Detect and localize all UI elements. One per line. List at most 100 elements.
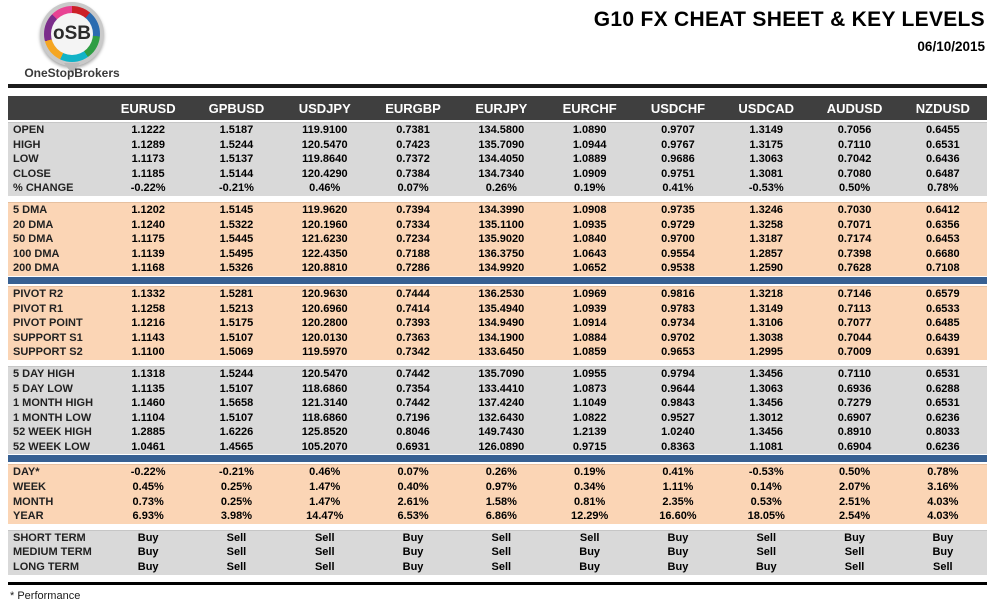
signal-cell: Buy: [579, 546, 601, 559]
value-cell: 0.9686: [661, 153, 695, 166]
section-divider: [8, 195, 987, 202]
table-row: PIVOT R2 1.1332 1.5281 120.9630 0.7444 136.25…: [8, 287, 987, 302]
value-cell: 0.9700: [661, 233, 695, 246]
value-cell: 0.7196: [396, 411, 430, 424]
value-cell: 132.6430: [478, 411, 525, 424]
value-cell: 135.4940: [478, 302, 525, 315]
value-cell: 0.7146: [837, 287, 872, 300]
value-cell: 0.6531: [926, 397, 960, 410]
column-header: EURJPY: [475, 100, 528, 116]
table-row: 100 DMA 1.1139 1.5495 122.4350 0.7188 136.375…: [8, 247, 987, 262]
value-cell: 6.53%: [397, 510, 429, 523]
value-cell: 0.7393: [396, 317, 430, 330]
row-label: SUPPORT S2: [13, 346, 83, 359]
row-label: OPEN: [13, 124, 45, 136]
table-row: DAY* -0.22% -0.21% 0.46% 0.07% 0.26% 0.19% 0.41…: [8, 465, 987, 480]
value-cell: 1.2590: [749, 262, 784, 275]
row-label: LONG TERM: [13, 561, 79, 574]
row-label: 1 MONTH LOW: [13, 411, 92, 424]
value-cell: 118.6860: [302, 411, 348, 424]
value-cell: 1.0955: [572, 367, 607, 380]
value-cell: 0.6904: [837, 440, 872, 453]
value-cell: -0.22%: [130, 466, 166, 479]
value-cell: 1.5244: [219, 138, 254, 151]
section-signals: SHORT TERM Buy Sell Sell Buy Sell Sell Buy Sell B…: [8, 529, 987, 575]
value-cell: 1.1460: [131, 397, 165, 410]
value-cell: 0.9653: [661, 346, 695, 359]
column-header: EURCHF: [562, 100, 617, 116]
table-row: 5 DAY HIGH 1.1318 1.5244 120.5470 0.7442 135.…: [8, 367, 987, 382]
row-label: 20 DMA: [13, 218, 54, 231]
value-cell: 0.7414: [396, 302, 430, 315]
value-cell: 0.26%: [485, 182, 517, 195]
signal-cell: Buy: [402, 561, 424, 574]
value-cell: 1.5107: [219, 382, 254, 395]
row-label: 52 WEEK LOW: [13, 440, 91, 453]
value-cell: 1.0884: [572, 331, 607, 344]
value-cell: 1.1143: [131, 331, 165, 344]
value-cell: 134.1900: [478, 331, 525, 344]
value-cell: 1.0643: [572, 247, 607, 260]
value-cell: 0.45%: [132, 481, 164, 494]
value-cell: 0.9715: [572, 440, 607, 453]
value-cell: 134.3990: [478, 203, 525, 216]
value-cell: 1.1081: [749, 440, 784, 453]
value-cell: 1.11%: [662, 481, 694, 494]
table-row: CLOSE 1.1185 1.5144 120.4290 0.7384 134.7340 1…: [8, 167, 987, 182]
value-cell: 0.7398: [837, 247, 872, 260]
value-cell: 0.6439: [926, 331, 960, 344]
value-cell: 0.7442: [396, 397, 430, 410]
value-cell: 1.3012: [749, 411, 784, 424]
value-cell: 1.5326: [219, 262, 254, 275]
signal-cell: Buy: [579, 561, 601, 574]
value-cell: 0.6236: [926, 440, 960, 453]
value-cell: 1.5658: [219, 397, 254, 410]
value-cell: 6.93%: [132, 510, 164, 523]
value-cell: 119.5970: [302, 346, 348, 359]
value-cell: 0.19%: [574, 466, 606, 479]
value-cell: -0.21%: [219, 466, 254, 479]
value-cell: -0.53%: [748, 182, 784, 195]
row-label: PIVOT R1: [13, 302, 64, 315]
logo-circle-icon: oSB: [40, 2, 104, 66]
value-cell: 149.7430: [478, 426, 525, 439]
value-cell: 0.7108: [926, 262, 960, 275]
value-cell: 0.9527: [661, 411, 695, 424]
value-cell: 134.5800: [478, 124, 525, 136]
value-cell: 133.6450: [478, 346, 525, 359]
table-row: LONG TERM Buy Sell Sell Buy Sell Buy Buy Buy Sell…: [8, 560, 987, 575]
value-cell: 0.6453: [926, 233, 960, 246]
value-cell: 0.7188: [396, 247, 430, 260]
value-cell: 1.0935: [572, 218, 607, 231]
signal-cell: Buy: [137, 561, 159, 574]
value-cell: 1.6226: [219, 426, 254, 439]
value-cell: 0.7044: [837, 331, 872, 344]
value-cell: 0.25%: [220, 481, 253, 494]
table-row: MONTH 0.73% 0.25% 1.47% 2.61% 1.58% 0.81% 2.35%…: [8, 495, 987, 510]
value-cell: 0.6931: [396, 440, 430, 453]
value-cell: 120.5470: [301, 367, 348, 380]
value-cell: 136.3750: [478, 247, 525, 260]
table-row: 20 DMA 1.1240 1.5322 120.1960 0.7334 135.1100…: [8, 218, 987, 233]
signal-cell: Sell: [933, 561, 953, 574]
value-cell: 1.2885: [131, 426, 165, 439]
value-cell: 120.5470: [301, 138, 348, 151]
row-label: MONTH: [13, 495, 54, 508]
signal-cell: Buy: [667, 561, 689, 574]
signal-cell: Buy: [402, 531, 424, 544]
value-cell: 0.41%: [662, 182, 694, 195]
value-cell: 0.8046: [396, 426, 430, 439]
value-cell: 2.07%: [838, 481, 871, 494]
signal-cell: Sell: [844, 546, 865, 559]
row-label: LOW: [13, 153, 39, 166]
value-cell: 0.7342: [396, 346, 430, 359]
value-cell: 0.9707: [661, 124, 695, 136]
value-cell: 119.9620: [302, 203, 348, 216]
value-cell: 2.51%: [838, 495, 871, 508]
value-cell: 0.7071: [837, 218, 872, 231]
value-cell: 137.4240: [478, 397, 525, 410]
value-cell: 0.53%: [750, 495, 782, 508]
logo-letters: oSB: [53, 23, 91, 44]
value-cell: 0.7354: [396, 382, 430, 395]
